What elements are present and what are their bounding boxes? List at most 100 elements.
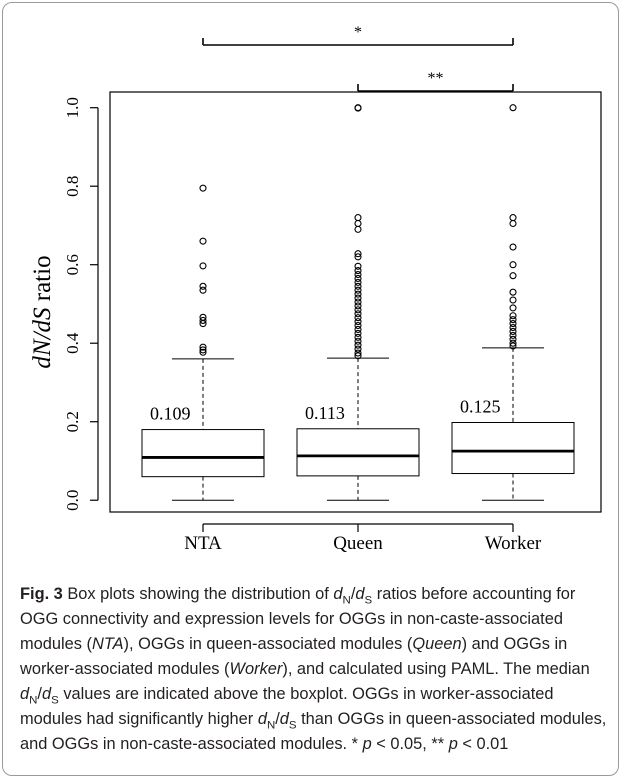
caption-var-d: d xyxy=(355,585,365,603)
median-label: 0.113 xyxy=(305,403,345,423)
outlier-point xyxy=(354,104,362,112)
caption-sub-n: N xyxy=(342,594,351,607)
outlier-point xyxy=(354,337,362,345)
outlier-point xyxy=(509,261,517,269)
outlier-point xyxy=(509,272,517,280)
caption-text: < 0.05, ** xyxy=(371,735,449,753)
outlier-point xyxy=(354,214,362,222)
axes-layer: 0.0 0.2 0.4 0.6 0.8 1.0 NTA Queen Worker xyxy=(63,91,602,554)
outlier-point xyxy=(509,331,517,339)
y-axis-label: dN/dS ratio xyxy=(29,255,56,368)
caption-text: ), and calculated using PAML. The median xyxy=(282,660,590,678)
caption-text: ) and OGGs in worker-associated modules … xyxy=(20,635,568,678)
outlier-point xyxy=(354,329,362,337)
outlier-point xyxy=(509,296,517,304)
outlier-point xyxy=(354,314,362,322)
outlier-point xyxy=(354,262,362,270)
y-tick-label: 0.8 xyxy=(63,176,82,197)
caption-var-p: p xyxy=(362,735,372,753)
box-nta: 0.109 xyxy=(141,184,265,501)
caption-var-p: p xyxy=(448,735,458,753)
outlier-point xyxy=(354,282,362,290)
caption-var-d: d xyxy=(279,710,289,728)
outlier-point xyxy=(199,346,207,354)
x-tick-label-nta: NTA xyxy=(184,533,222,554)
outlier-point xyxy=(354,341,362,349)
outlier-point xyxy=(354,325,362,334)
outlier-point xyxy=(354,294,362,302)
boxes-layer: 0.109 0.113 0.125 xyxy=(141,104,575,501)
outlier-point xyxy=(509,320,517,328)
x-tick-label-queen: Queen xyxy=(333,533,383,554)
outlier-point xyxy=(199,286,207,294)
outlier-point xyxy=(354,278,362,286)
outlier-point xyxy=(199,343,207,351)
outlier-point xyxy=(199,262,207,270)
caption-term-queen: Queen xyxy=(412,635,462,653)
caption-var-d: d xyxy=(257,710,267,728)
caption-text: ), OGGs in queen-associated modules ( xyxy=(123,635,413,653)
x-tick-label-worker: Worker xyxy=(485,533,542,554)
outlier-point xyxy=(509,304,517,312)
median-label: 0.125 xyxy=(460,397,501,417)
caption-term-nta: NTA xyxy=(91,635,124,653)
figure-label: Fig. 3 xyxy=(20,585,63,603)
caption-term-worker: Worker xyxy=(229,660,283,678)
outlier-point xyxy=(199,282,207,290)
iqr-box xyxy=(141,429,265,478)
caption-var-d: d xyxy=(333,585,343,603)
y-tick-label: 0.4 xyxy=(63,332,82,354)
figure-frame xyxy=(2,2,619,776)
outlier-point xyxy=(354,333,362,341)
outlier-point xyxy=(509,219,517,228)
outlier-point xyxy=(199,237,207,245)
outlier-point xyxy=(199,348,207,356)
box-queen: 0.113 xyxy=(296,104,420,501)
y-tick-label: 1.0 xyxy=(63,97,82,118)
y-axis-label-var: dN/dS xyxy=(29,307,56,369)
outlier-point xyxy=(354,302,362,310)
significance-label: ** xyxy=(428,70,444,87)
outlier-point xyxy=(354,274,362,282)
caption-sub-s: S xyxy=(288,719,297,732)
y-tick-label: 0.6 xyxy=(63,254,82,275)
outlier-point xyxy=(354,349,362,357)
caption-text: < 0.01 xyxy=(457,735,509,753)
iqr-box xyxy=(296,428,420,477)
y-axis-label-rest: ratio xyxy=(29,255,56,307)
outlier-point xyxy=(509,327,517,335)
outlier-point xyxy=(509,339,517,347)
outlier-point xyxy=(509,316,517,324)
outlier-point xyxy=(354,318,362,326)
caption-slash: / xyxy=(275,710,280,728)
caption-var-d: d xyxy=(41,685,52,703)
figure-caption: Fig. 3 Box plots showing the distributio… xyxy=(20,582,612,757)
outlier-point xyxy=(354,225,362,233)
caption-var-d: d xyxy=(20,685,30,703)
caption-sub-s: S xyxy=(51,694,59,707)
caption-text: ratios before accounting for OGG connect… xyxy=(20,585,576,653)
outlier-point xyxy=(354,267,362,275)
outlier-point xyxy=(509,312,517,320)
caption-slash: / xyxy=(37,685,42,703)
outlier-point xyxy=(354,322,362,330)
outlier-point xyxy=(354,298,362,306)
outlier-point xyxy=(509,342,517,350)
outlier-point xyxy=(509,335,517,343)
caption-sub-n: N xyxy=(266,719,276,732)
outlier-point xyxy=(509,288,517,296)
outlier-point xyxy=(354,345,362,353)
significance-label: * xyxy=(354,24,362,41)
outlier-point xyxy=(354,286,362,294)
caption-text: Box plots showing the distribution of xyxy=(62,585,334,603)
y-tick-label: 0.2 xyxy=(63,411,82,432)
outlier-point xyxy=(354,253,362,261)
outlier-point xyxy=(199,320,207,328)
outlier-point xyxy=(354,290,362,298)
outlier-point xyxy=(354,270,362,279)
outlier-point xyxy=(354,250,362,258)
plot-frame xyxy=(109,91,602,513)
outlier-point xyxy=(509,323,517,332)
outlier-point xyxy=(509,104,517,112)
